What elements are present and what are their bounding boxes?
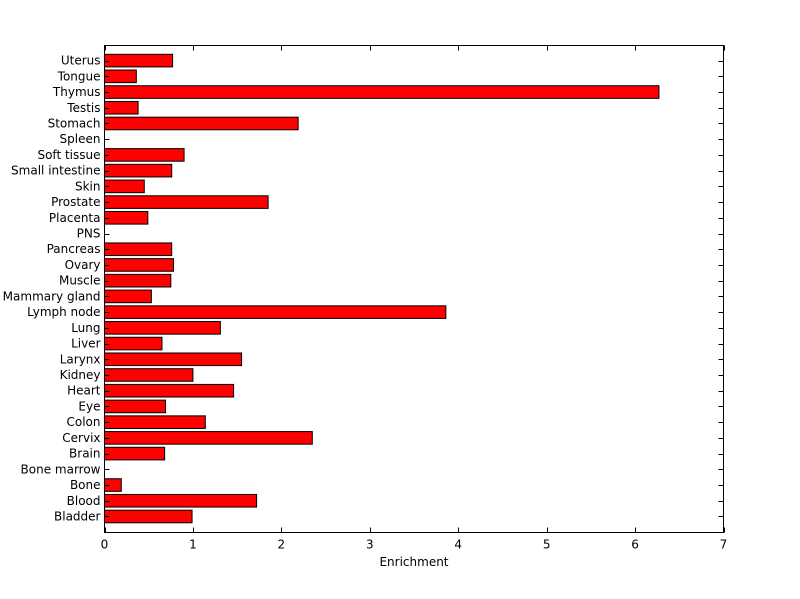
bar-testis	[104, 100, 139, 115]
y-tick-label: Bone marrow	[21, 462, 101, 476]
bar-stomach	[104, 116, 299, 131]
y-tick-label: Stomach	[48, 116, 101, 130]
bar-small-intestine	[104, 163, 173, 178]
y-tick-label: Heart	[67, 384, 101, 398]
y-tick-label: Cervix	[62, 431, 100, 445]
y-tick-label: Tongue	[57, 69, 101, 83]
y-tick-label: Eye	[78, 399, 100, 413]
bar-ovary	[104, 258, 174, 272]
bar-mammary-gland	[104, 289, 152, 304]
y-tick-label: Testis	[66, 101, 100, 115]
axes-frame	[104, 45, 724, 533]
bar-eye	[104, 399, 167, 414]
y-tick-label: Larynx	[60, 352, 101, 366]
bar-uterus	[104, 53, 174, 68]
x-tick-label: 1	[189, 538, 197, 552]
y-tick-label: Muscle	[59, 274, 101, 288]
x-tick-label: 0	[101, 538, 109, 552]
x-tick-label: 5	[543, 538, 551, 552]
bar-muscle	[104, 273, 172, 288]
bar-lymph-node	[104, 305, 447, 319]
bar-kidney	[104, 368, 194, 382]
bar-soft-tissue	[104, 148, 185, 162]
y-tick-label: Skin	[75, 179, 101, 193]
y-tick-label: Bladder	[54, 509, 101, 523]
x-tick-label: 4	[454, 538, 462, 552]
y-tick-label: Lymph node	[27, 305, 100, 319]
bar-prostate	[104, 195, 269, 209]
y-tick-label: Thymus	[52, 85, 101, 99]
x-axis-label: Enrichment	[379, 555, 448, 569]
bar-heart	[104, 383, 235, 398]
bar-thymus	[104, 85, 660, 99]
bar-brain	[104, 446, 166, 461]
x-tick-label: 6	[631, 538, 639, 552]
y-tick-label: Kidney	[60, 368, 101, 382]
x-tick-label: 2	[278, 538, 286, 552]
bar-bladder	[104, 509, 193, 524]
y-tick-label: Bone	[70, 478, 101, 492]
y-tick-label: Uterus	[61, 54, 101, 68]
bars-group	[104, 53, 660, 524]
x-tick-label: 3	[366, 538, 374, 552]
bar-blood	[104, 493, 258, 508]
y-tick-label: Small intestine	[11, 164, 100, 178]
y-tick-label: Soft tissue	[37, 148, 100, 162]
y-tick-label: Liver	[71, 337, 101, 351]
x-ticks-group: 0 1 2 3 4 5 6 7	[101, 45, 728, 552]
bar-placenta	[104, 211, 149, 225]
bar-colon	[104, 415, 206, 429]
bar-skin	[104, 179, 145, 194]
y-tick-label: Prostate	[51, 195, 100, 209]
y-tick-label: Mammary gland	[3, 289, 101, 303]
bar-lung	[104, 321, 221, 335]
y-tick-label: Placenta	[49, 211, 101, 225]
y-tick-label: Ovary	[65, 258, 101, 272]
y-tick-label: Spleen	[60, 132, 101, 146]
y-tick-label: Lung	[71, 321, 100, 335]
y-tick-label: Blood	[67, 494, 101, 508]
x-tick-label: 7	[720, 538, 728, 552]
bar-cervix	[104, 431, 313, 445]
y-tick-label: Pancreas	[47, 242, 101, 256]
y-tick-label: Brain	[69, 447, 100, 461]
bar-larynx	[104, 352, 243, 367]
y-tick-label: Colon	[66, 415, 100, 429]
bar-liver	[104, 336, 163, 351]
bar-pancreas	[104, 242, 173, 257]
y-tick-label: PNS	[77, 227, 101, 241]
